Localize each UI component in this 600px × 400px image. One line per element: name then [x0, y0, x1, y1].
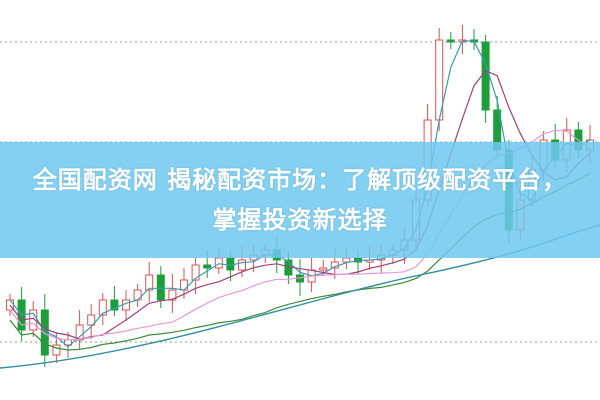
- down-candle: [110, 299, 119, 311]
- headline-line-1: 全国配资网 揭秘配资市场：了解顶级配资平台，: [32, 166, 568, 194]
- up-candle: [191, 264, 200, 281]
- up-candle: [133, 289, 142, 301]
- headline: 全国配资网 揭秘配资市场：了解顶级配资平台， 掌握投资新选择: [0, 160, 600, 240]
- up-candle: [214, 257, 223, 269]
- down-candle: [446, 39, 455, 43]
- down-candle: [226, 257, 235, 271]
- up-candle: [168, 289, 177, 301]
- down-candle: [481, 41, 490, 111]
- up-candle: [75, 324, 84, 341]
- up-candle: [29, 309, 38, 331]
- down-candle: [156, 274, 165, 301]
- headline-line-2: 掌握投资新选择: [212, 206, 388, 234]
- up-candle: [238, 259, 246, 271]
- up-candle: [319, 267, 328, 271]
- up-candle: [342, 257, 351, 263]
- ma-short-line: [9, 40, 591, 348]
- ma-mid-line: [9, 69, 591, 340]
- up-candle: [98, 299, 107, 316]
- up-candle: [52, 344, 61, 356]
- headline-banner: [0, 142, 600, 258]
- up-candle: [87, 314, 96, 326]
- down-candle: [203, 264, 212, 269]
- up-candle: [145, 274, 154, 291]
- up-candle: [180, 279, 188, 291]
- down-candle: [40, 309, 49, 356]
